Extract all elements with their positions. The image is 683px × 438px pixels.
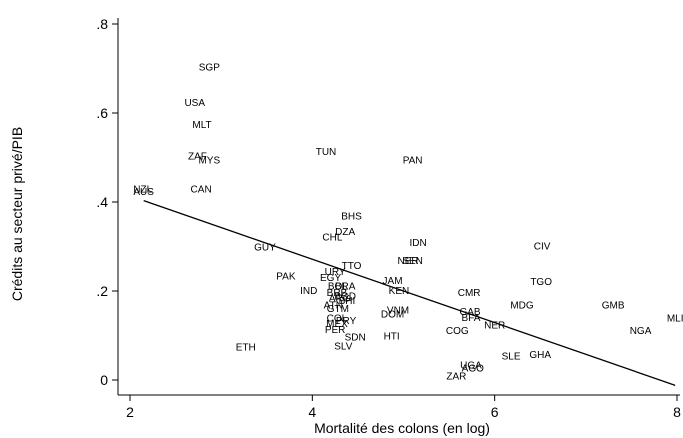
data-point-label: GAB: [459, 307, 480, 318]
data-point-label: PAN: [403, 156, 423, 167]
x-tick-label: 8: [673, 404, 681, 420]
data-point-label: COG: [446, 326, 469, 337]
data-point-label: DZA: [335, 227, 355, 238]
data-point-label: BHS: [341, 211, 362, 222]
data-point-label: MEX: [326, 319, 348, 330]
data-point-label: BFA: [462, 313, 481, 324]
y-tick-label: .8: [96, 16, 108, 32]
data-point-label: GHA: [529, 350, 551, 361]
data-point-label: ARG: [329, 294, 351, 305]
data-point-label: CAN: [191, 185, 212, 196]
data-point-label: AGO: [462, 364, 484, 375]
data-point-label: ZAR: [446, 372, 466, 383]
data-point-label: ZAF: [188, 151, 207, 162]
data-point-label: IND: [300, 286, 317, 297]
data-point-label: UGA: [460, 360, 482, 371]
data-point-label: SGP: [199, 62, 220, 73]
data-point-label: BGD: [334, 291, 356, 302]
data-point-label: COL: [327, 314, 348, 325]
data-point-label: GUY: [254, 243, 276, 254]
x-tick-label: 6: [491, 404, 499, 420]
data-point-label: GMB: [602, 300, 625, 311]
y-tick-label: 0: [100, 372, 108, 388]
y-axis-label: Crédits au secteur privé/PIB: [9, 127, 25, 301]
data-point-label: JAM: [383, 276, 403, 287]
data-point-label: NZL: [133, 185, 152, 196]
data-point-label: CHL: [322, 233, 342, 244]
data-point-label: MLT: [192, 120, 211, 131]
data-point-label: NER: [397, 256, 418, 267]
data-point-label: IDN: [409, 238, 426, 249]
y-tick-label: .6: [96, 105, 108, 121]
data-point-label: ATN: [324, 300, 343, 311]
data-point-label: GTM: [327, 304, 349, 315]
data-point-label: KEN: [389, 286, 410, 297]
data-point-label: SEN: [402, 256, 423, 267]
data-point-label: VNM: [387, 306, 409, 317]
data-point-label: HTI: [384, 332, 400, 343]
data-point-label: MDG: [510, 300, 534, 311]
y-tick-label: .4: [96, 194, 108, 210]
data-point-label: TTO: [342, 261, 362, 272]
data-point-label: CIV: [534, 242, 551, 253]
data-point-label: SLE: [502, 352, 521, 363]
data-point-label: ETH: [236, 343, 256, 354]
x-axis-label: Mortalité des colons (en log): [314, 420, 490, 436]
x-tick-label: 2: [126, 404, 134, 420]
data-point-label: NGA: [630, 326, 652, 337]
data-point-label: BHI: [339, 296, 356, 307]
data-point-label: PRY: [336, 316, 357, 327]
data-point-label: PER: [325, 325, 346, 336]
data-point-label: AUS: [133, 187, 154, 198]
data-point-label: TGO: [530, 277, 552, 288]
x-tick-label: 4: [308, 404, 316, 420]
data-point-label: DOM: [381, 309, 404, 320]
data-point-label: NER: [484, 320, 505, 331]
data-point-label: MLI: [667, 314, 683, 325]
data-point-label: CMR: [458, 288, 481, 299]
y-tick-label: .2: [96, 283, 108, 299]
data-point-label: EGY: [320, 273, 341, 284]
data-point-label: SLV: [334, 341, 352, 352]
data-point-label: URY: [325, 267, 346, 278]
data-point-label: BRA: [335, 282, 356, 293]
fit-line: [143, 200, 676, 386]
data-point-label: PAK: [276, 271, 296, 282]
data-point-label: TUN: [316, 147, 337, 158]
data-point-label: MYS: [198, 156, 220, 167]
data-point-label: BRB: [327, 288, 348, 299]
data-point-label: SDN: [345, 332, 366, 343]
data-point-label: USA: [184, 98, 205, 109]
data-point-label: BOL: [328, 282, 348, 293]
